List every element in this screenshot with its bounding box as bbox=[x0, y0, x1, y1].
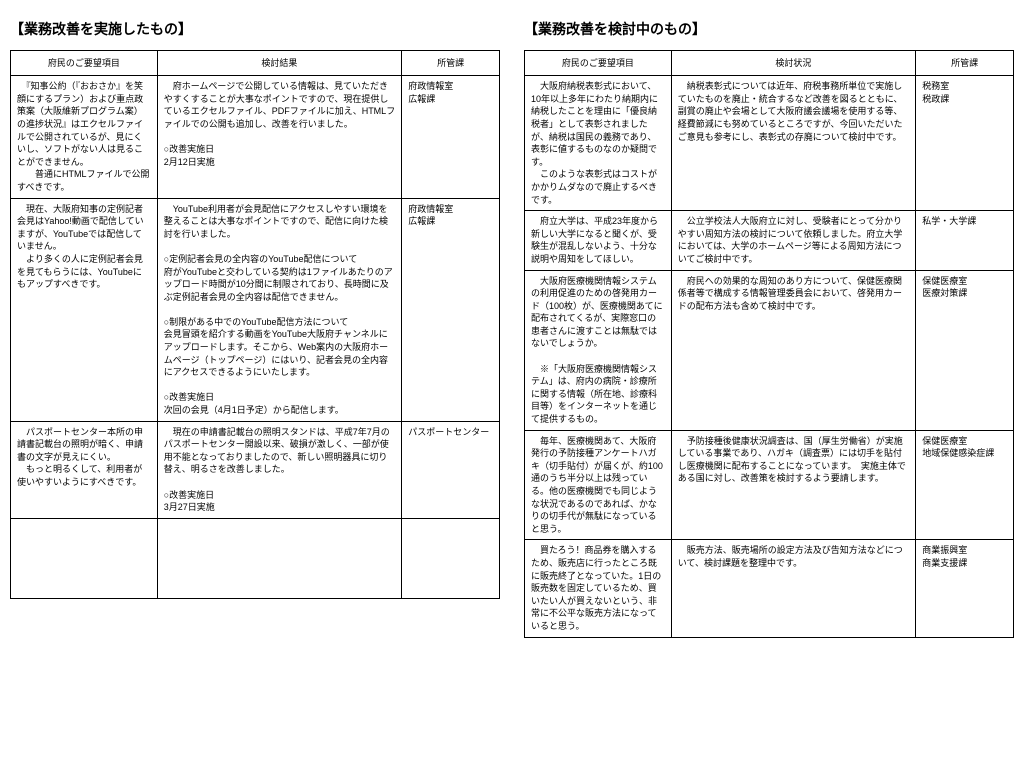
cell-dept: 保健医療室 地域保健感染症課 bbox=[916, 430, 1014, 540]
col-header-status: 検討状況 bbox=[671, 50, 916, 76]
cell-request: パスポートセンター本所の申請書記載台の照明が暗く、申請書の文字が見えにくい。 も… bbox=[11, 421, 158, 518]
cell-request: 大阪府納税表彰式において、10年以上多年にわたり納期内に納税したことを理由に「優… bbox=[525, 76, 672, 211]
col-header-dept: 所管課 bbox=[402, 50, 500, 76]
reviewing-title: 【業務改善を検討中のもの】 bbox=[524, 20, 1014, 40]
cell-dept: 保健医療室 医療対策課 bbox=[916, 270, 1014, 430]
table-row: 現在、大阪府知事の定例記者会見はYahoo!動画で配信していますが、YouTub… bbox=[11, 198, 500, 421]
table-row: 府立大学は、平成23年度から新しい大学になると聞くが、受験生が混乱しないよう、十… bbox=[525, 211, 1014, 270]
cell-dept: 商業振興室 商業支援課 bbox=[916, 540, 1014, 637]
cell-request: 現在、大阪府知事の定例記者会見はYahoo!動画で配信していますが、YouTub… bbox=[11, 198, 158, 421]
cell-request: 毎年、医療機関あて、大阪府発行の予防接種アンケートハガキ（切手貼付）が届くが、約… bbox=[525, 430, 672, 540]
table-row: 毎年、医療機関あて、大阪府発行の予防接種アンケートハガキ（切手貼付）が届くが、約… bbox=[525, 430, 1014, 540]
col-header-dept: 所管課 bbox=[916, 50, 1014, 76]
cell-result: 府民への効果的な周知のあり方について、保健医療関係者等で構成する情報管理委員会に… bbox=[671, 270, 916, 430]
cell-request: 『知事公約（『おおさか』を笑顔にするプラン）および重点政策案（大阪維新プログラム… bbox=[11, 76, 158, 198]
cell-dept: 私学・大学課 bbox=[916, 211, 1014, 270]
col-header-request: 府民のご要望項目 bbox=[525, 50, 672, 76]
col-header-result: 検討結果 bbox=[157, 50, 402, 76]
table-row: パスポートセンター本所の申請書記載台の照明が暗く、申請書の文字が見えにくい。 も… bbox=[11, 421, 500, 518]
cell-result: 現在の申請書記載台の照明スタンドは、平成7年7月のパスポートセンター開設以来、破… bbox=[157, 421, 402, 518]
cell-request: 大阪府医療機関情報システムの利用促進のための啓発用カード（100枚）が、医療機関… bbox=[525, 270, 672, 430]
cell-dept: 府政情報室 広報課 bbox=[402, 198, 500, 421]
implemented-title: 【業務改善を実施したもの】 bbox=[10, 20, 500, 40]
cell-result: 予防接種後健康状況調査は、国（厚生労働省）が実施している事業であり、ハガキ（調査… bbox=[671, 430, 916, 540]
cell-dept: パスポートセンター bbox=[402, 421, 500, 518]
cell-result: 府ホームページで公開している情報は、見ていただきやすくすることが大事なポイントで… bbox=[157, 76, 402, 198]
implemented-table: 府民のご要望項目 検討結果 所管課 『知事公約（『おおさか』を笑顔にするプラン）… bbox=[10, 50, 500, 599]
reviewing-table: 府民のご要望項目 検討状況 所管課 大阪府納税表彰式において、10年以上多年にわ… bbox=[524, 50, 1014, 638]
col-header-request: 府民のご要望項目 bbox=[11, 50, 158, 76]
cell-result: YouTube利用者が会見配信にアクセスしやすい環境を整えることは大事なポイント… bbox=[157, 198, 402, 421]
table-row: 『知事公約（『おおさか』を笑顔にするプラン）および重点政策案（大阪維新プログラム… bbox=[11, 76, 500, 198]
cell-dept: 税務室 税政課 bbox=[916, 76, 1014, 211]
cell-request: 府立大学は、平成23年度から新しい大学になると聞くが、受験生が混乱しないよう、十… bbox=[525, 211, 672, 270]
table-row: 大阪府納税表彰式において、10年以上多年にわたり納期内に納税したことを理由に「優… bbox=[525, 76, 1014, 211]
cell-result: 納税表彰式については近年、府税事務所単位で実施していたものを廃止・統合するなど改… bbox=[671, 76, 916, 211]
table-row: 買たろう！商品券を購入するため、販売店に行ったところ既に販売終了となっていた。1… bbox=[525, 540, 1014, 637]
table-row: 大阪府医療機関情報システムの利用促進のための啓発用カード（100枚）が、医療機関… bbox=[525, 270, 1014, 430]
reviewing-section: 【業務改善を検討中のもの】 府民のご要望項目 検討状況 所管課 大阪府納税表彰式… bbox=[524, 20, 1014, 638]
cell-result: 公立学校法人大阪府立に対し、受験者にとって分かりやすい周知方法の検討について依頼… bbox=[671, 211, 916, 270]
cell-request: 買たろう！商品券を購入するため、販売店に行ったところ既に販売終了となっていた。1… bbox=[525, 540, 672, 637]
cell-dept: 府政情報室 広報課 bbox=[402, 76, 500, 198]
table-row-empty bbox=[11, 518, 500, 598]
cell-result: 販売方法、販売場所の設定方法及び告知方法などについて、検討課題を整理中です。 bbox=[671, 540, 916, 637]
implemented-section: 【業務改善を実施したもの】 府民のご要望項目 検討結果 所管課 『知事公約（『お… bbox=[10, 20, 500, 638]
